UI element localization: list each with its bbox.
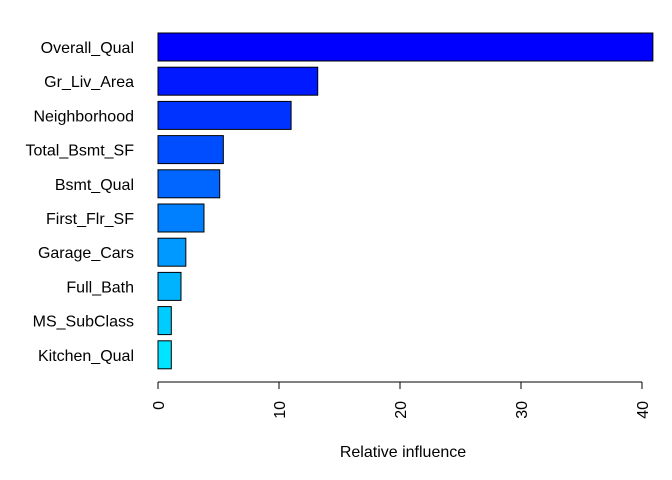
bar-Bsmt_Qual [157,169,221,199]
category-label-Bsmt_Qual: Bsmt_Qual [55,177,134,194]
category-label-Neighborhood: Neighborhood [33,108,134,125]
bar-Neighborhood [157,100,292,130]
x-tick-label-0: 0 [151,401,168,410]
bar-Kitchen_Qual [157,340,172,370]
bar-MS_SubClass [157,306,172,336]
bars-group [157,32,654,370]
category-label-Garage_Cars: Garage_Cars [38,245,134,262]
category-labels: Overall_Qual Gr_Liv_Area Neighborhood Total… [26,40,135,365]
category-label-First_Flr_SF: First_Flr_SF [46,211,134,228]
x-tick-label-40: 40 [635,401,652,419]
x-tick-label-10: 10 [272,401,289,419]
x-tick-label-30: 30 [514,401,531,419]
category-label-Overall_Qual: Overall_Qual [41,40,134,57]
category-label-Gr_Liv_Area: Gr_Liv_Area [44,74,134,91]
category-label-Total_Bsmt_SF: Total_Bsmt_SF [26,143,135,160]
bar-First_Flr_SF [157,203,205,233]
x-axis-label: Relative influence [340,444,466,461]
bar-Gr_Liv_Area [157,66,319,96]
category-label-MS_SubClass: MS_SubClass [33,314,134,331]
x-tick-label-20: 20 [393,401,410,419]
bar-Overall_Qual [157,32,654,62]
category-label-Full_Bath: Full_Bath [66,279,134,296]
category-label-Kitchen_Qual: Kitchen_Qual [38,348,134,365]
bar-Total_Bsmt_SF [157,135,224,165]
bar-Full_Bath [157,271,182,301]
x-axis: 0 10 20 30 40 [151,381,652,419]
bar-Garage_Cars [157,237,187,267]
